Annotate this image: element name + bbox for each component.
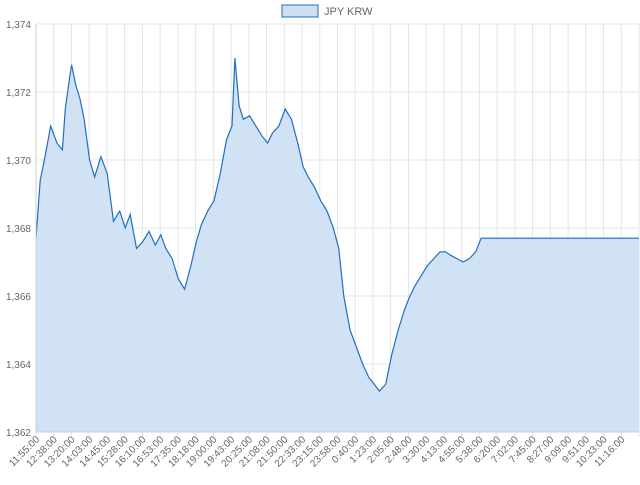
y-axis: 1,362 1,364 1,366 1,368 1,370 1,372 1,374 — [6, 20, 37, 439]
series-line[interactable] — [35, 57, 639, 393]
plot-area — [35, 57, 639, 432]
y-tick-label: 1,362 — [6, 428, 31, 439]
y-tick-label: 1,370 — [6, 156, 31, 167]
legend-label[interactable]: JPY KRW — [324, 6, 373, 18]
y-tick-label: 1,374 — [6, 20, 31, 31]
legend[interactable]: JPY KRW — [281, 4, 373, 18]
y-tick-label: 1,366 — [6, 292, 31, 303]
y-tick-label: 1,372 — [6, 88, 31, 99]
y-tick-label: 1,368 — [6, 224, 31, 235]
y-tick-label: 1,364 — [6, 360, 31, 371]
x-axis: 11:55:0012:38:0013:20:0014:03:0014:45:00… — [7, 431, 639, 470]
legend-swatch[interactable] — [281, 4, 319, 18]
